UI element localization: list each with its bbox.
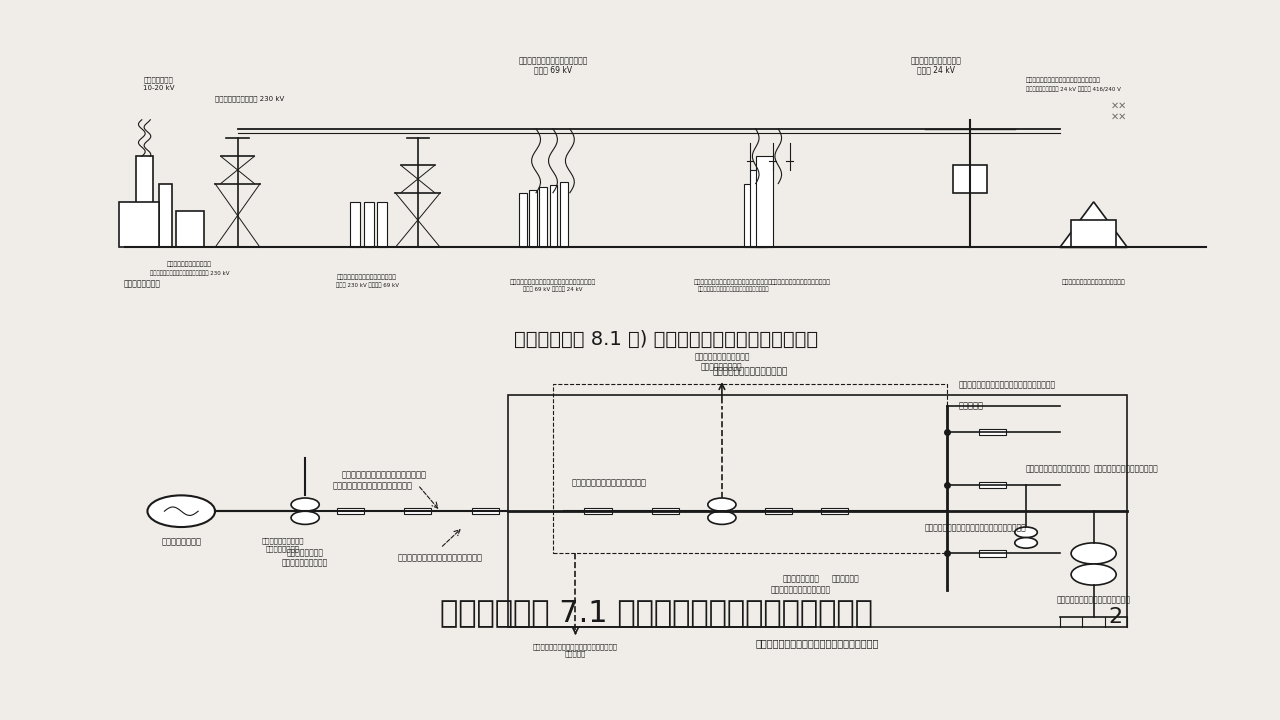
Text: สถานีไฟฟ้าย่อยจำหน่าย: สถานีไฟฟ้าย่อยจำหน่าย (694, 279, 773, 285)
Text: รูปที่ 7.1 ระบบไฟฟ้ากำลัง: รูปที่ 7.1 ระบบไฟฟ้ากำลัง (439, 598, 873, 627)
Bar (520, 193, 527, 248)
Bar (764, 508, 792, 514)
Bar (549, 184, 558, 248)
Circle shape (291, 511, 319, 524)
Bar (351, 202, 361, 248)
Bar (404, 508, 431, 514)
Bar (755, 156, 773, 248)
Text: สายส่งไฟฟ้ากำลัง: สายส่งไฟฟ้ากำลัง (333, 481, 412, 490)
Text: รูปที่ 8.1 ก) ระบบไฟฟ้ากำลัง: รูปที่ 8.1 ก) ระบบไฟฟ้ากำลัง (513, 330, 818, 348)
Text: หม้อแปลง
สัมหน่ายไฟฟ้า: หม้อแปลง สัมหน่ายไฟฟ้า (771, 575, 831, 594)
Text: โรงไฟฟ้า: โรงไฟฟ้า (123, 279, 160, 288)
Bar (745, 184, 762, 248)
Text: แหล่งโรงไฟฟ้าอื่น: แหล่งโรงไฟฟ้าอื่น (342, 471, 426, 480)
Circle shape (708, 511, 736, 524)
Polygon shape (1060, 202, 1128, 248)
Circle shape (147, 495, 215, 527)
Bar (820, 508, 849, 514)
Bar (559, 181, 567, 248)
Bar (979, 482, 1006, 488)
Text: สายป้อนปฐมภูมิเมนหลัก: สายป้อนปฐมภูมิเมนหลัก (959, 381, 1056, 390)
Text: ที่ 69 kV: ที่ 69 kV (534, 65, 572, 74)
Text: โรงไฟฟ้า: โรงไฟฟ้า (161, 538, 201, 546)
Text: ✕✕
✕✕: ✕✕ ✕✕ (1111, 100, 1128, 122)
Bar (750, 170, 767, 248)
Bar (378, 202, 388, 248)
Bar (979, 429, 1006, 435)
Text: ระบบจำหน่าย: ระบบจำหน่าย (910, 56, 961, 65)
Bar (364, 202, 374, 248)
Text: สายป้อนปฐมภูมิ: สายป้อนปฐมภูมิ (1027, 464, 1091, 474)
Text: 2: 2 (1108, 607, 1123, 627)
Text: สายส่งไฟฟ้าย่อย: สายส่งไฟฟ้าย่อย (572, 479, 646, 487)
Circle shape (1071, 564, 1116, 585)
Text: บ้านเรือนผู้ใช้ไฟ: บ้านเรือนผู้ใช้ไฟ (1061, 279, 1125, 285)
Bar (136, 156, 154, 248)
Text: หม้อแปลงลดแรงดัน: หม้อแปลงลดแรงดัน (337, 275, 397, 280)
Text: หม้อแปลงสำหรับผู้ใช้ไฟ: หม้อแปลงสำหรับผู้ใช้ไฟ (924, 523, 1027, 532)
Text: ที่ 24 kV: ที่ 24 kV (916, 65, 955, 74)
Text: ฟิวส์: ฟิวส์ (959, 401, 983, 410)
Bar (175, 211, 204, 248)
Text: แปลงแรงดันขึ้นเป็น 230 kV: แปลงแรงดันขึ้นเป็น 230 kV (150, 270, 229, 276)
Bar (585, 508, 612, 514)
Bar (530, 190, 538, 248)
Text: เครื่องวัด
เซนเซอร์: เครื่องวัด เซนเซอร์ (261, 538, 303, 552)
Text: หม้อแปลงติดตั้งบนเสา: หม้อแปลงติดตั้งบนเสา (1027, 78, 1101, 84)
Text: เครื่อง: เครื่อง (143, 76, 174, 84)
Circle shape (1015, 538, 1037, 548)
Bar (472, 508, 499, 514)
Bar (119, 202, 159, 248)
Circle shape (1071, 543, 1116, 564)
Circle shape (291, 498, 319, 511)
Text: แหล่งโรงไฟฟ้าอื่น: แหล่งโรงไฟฟ้าอื่น (398, 554, 483, 562)
Text: สถานีไฟฟ้าย่อยแรงดันต่ำ: สถานีไฟฟ้าย่อยแรงดันต่ำ (509, 279, 596, 285)
Text: ไฟสถานีไฟฟ้า
ต่อเองใช้: ไฟสถานีไฟฟ้า ต่อเองใช้ (694, 352, 750, 372)
Bar (159, 184, 173, 248)
Bar (652, 508, 680, 514)
Circle shape (1015, 527, 1037, 538)
Text: แปลงแรงดัน 24 kV เป็น 416/240 V: แปลงแรงดัน 24 kV เป็น 416/240 V (1027, 87, 1121, 92)
Circle shape (708, 498, 736, 511)
Text: ระบบส่งที่อย่าง: ระบบส่งที่อย่าง (518, 56, 588, 65)
Bar (553, 384, 947, 554)
Bar (508, 395, 1128, 627)
Text: สถานีไฟฟ้าย่อย: สถานีไฟฟ้าย่อย (713, 368, 787, 377)
Bar (952, 166, 987, 193)
Text: ระบบส่งที่ 230 kV: ระบบส่งที่ 230 kV (215, 95, 284, 102)
Bar (1071, 220, 1116, 248)
Bar (539, 187, 548, 248)
Text: ลูกค้าประเภทน้อย: ลูกค้าประเภทน้อย (1056, 595, 1130, 605)
Text: ระบบจำหน่ายไฟฟ้ากำลัง: ระบบจำหน่ายไฟฟ้ากำลัง (756, 638, 879, 648)
Text: สำหรับโรงงานอุตสาหกรรม: สำหรับโรงงานอุตสาหกรรม (698, 287, 769, 292)
Text: ลูกค้า: ลูกค้า (832, 575, 860, 583)
Text: โรงงานอุตสาหกรรม: โรงงานอุตสาหกรรม (771, 279, 831, 285)
Text: 10-20 kV: 10-20 kV (143, 84, 174, 91)
Text: ไฟสถานีไฟฟ้าใช้เองใน
สถานี: ไฟสถานีไฟฟ้าใช้เองใน สถานี (532, 643, 618, 657)
Bar (979, 550, 1006, 557)
Text: หม้อแปลงหลัก: หม้อแปลงหลัก (168, 261, 212, 266)
Text: สายป้อนปฐมภูมิ: สายป้อนปฐมภูมิ (1093, 464, 1158, 474)
Text: จาก 230 kV เป็น 69 kV: จาก 230 kV เป็น 69 kV (335, 282, 398, 288)
Bar (337, 508, 364, 514)
Text: จาก 69 kV เป็น 24 kV: จาก 69 kV เป็น 24 kV (524, 287, 582, 292)
Text: หม้อแปลง
ไฟฟ้ากำลัง: หม้อแปลง ไฟฟ้ากำลัง (282, 548, 328, 567)
